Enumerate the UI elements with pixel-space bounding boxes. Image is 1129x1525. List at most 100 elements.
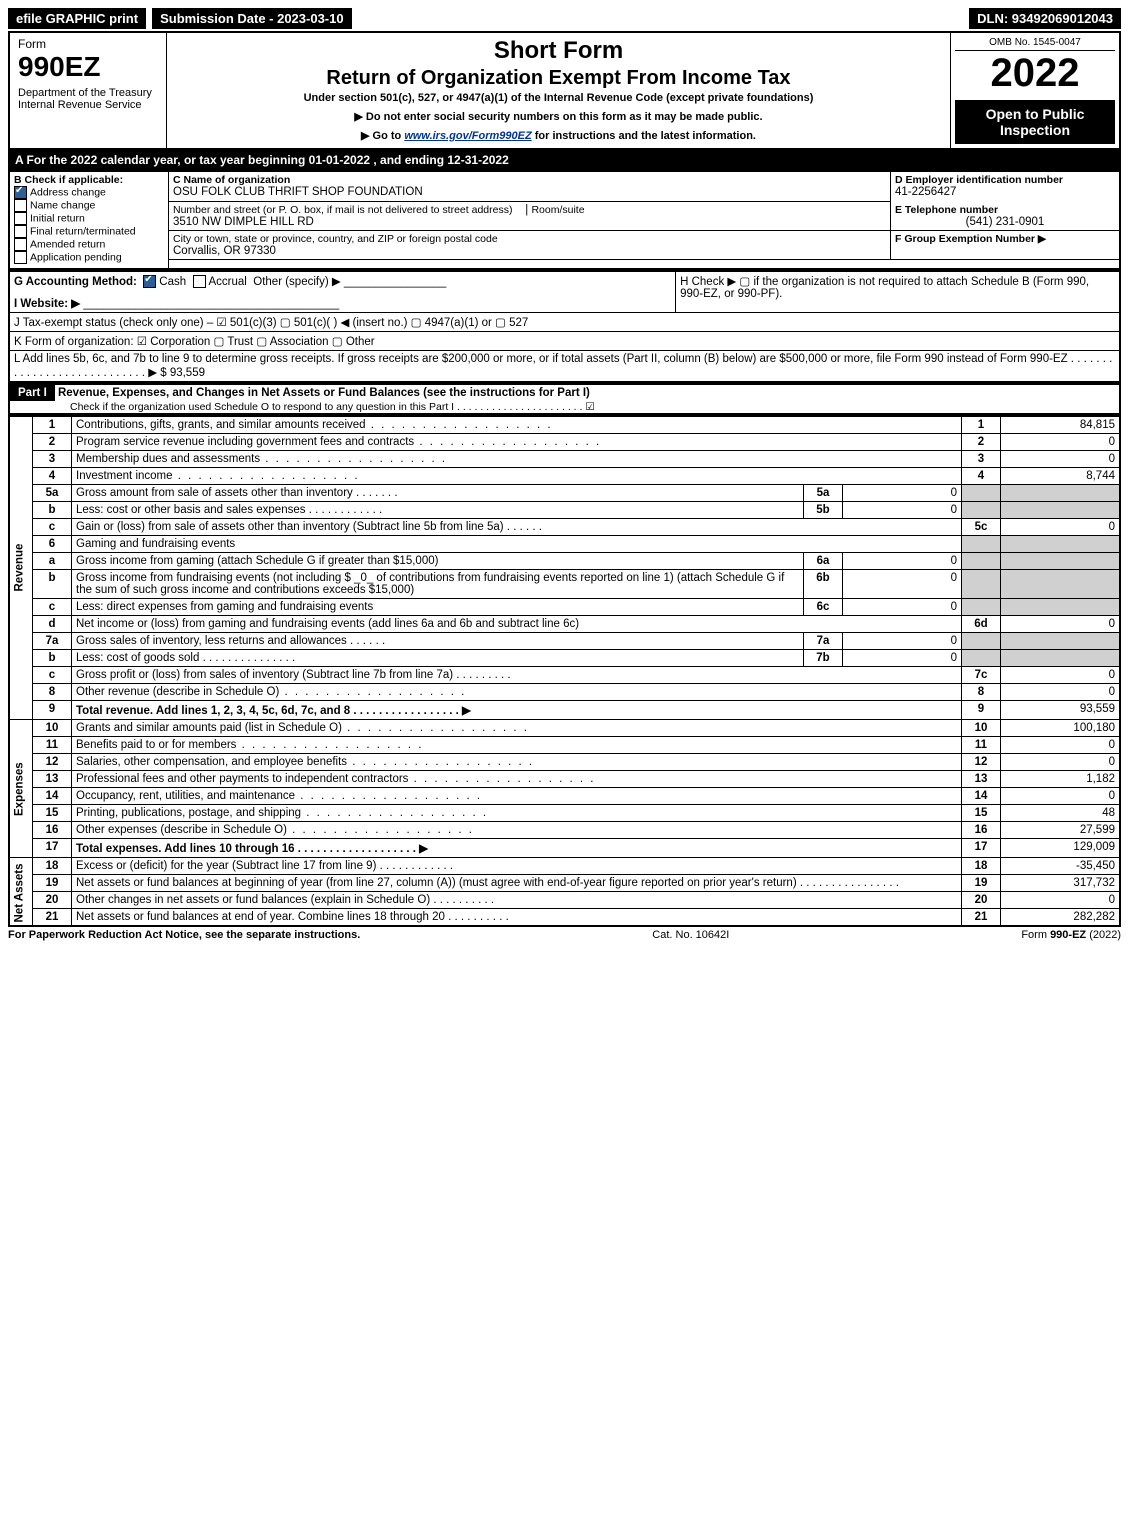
check-application-pending[interactable]: Application pending: [14, 251, 164, 264]
row-15-num: 15: [33, 805, 72, 822]
row-8-num: 8: [33, 684, 72, 701]
row-7a-shade2: [1001, 633, 1121, 650]
row-2-num: 2: [33, 434, 72, 451]
row-19-text: Net assets or fund balances at beginning…: [76, 877, 797, 889]
row-5c-amt: 0: [1001, 519, 1121, 536]
row-7b-text: Less: cost of goods sold: [76, 652, 199, 664]
check-cash[interactable]: [143, 275, 156, 288]
row-6-text: Gaming and fundraising events: [72, 536, 962, 553]
row-14-rn: 14: [962, 788, 1001, 805]
row-8-text: Other revenue (describe in Schedule O): [76, 686, 279, 698]
row-16-text: Other expenses (describe in Schedule O): [76, 824, 287, 836]
row-16-num: 16: [33, 822, 72, 839]
row-6c-num: c: [33, 599, 72, 616]
line-j-text: J Tax-exempt status (check only one) ‒ ☑…: [9, 313, 1120, 332]
row-6a-shade2: [1001, 553, 1121, 570]
row-21-num: 21: [33, 909, 72, 927]
row-6a-shade: [962, 553, 1001, 570]
row-7c-text: Gross profit or (loss) from sales of inv…: [76, 669, 453, 681]
check-accrual[interactable]: [193, 275, 206, 288]
row-6b-text: Gross income from fundraising events (no…: [72, 570, 804, 599]
row-6c-shade2: [1001, 599, 1121, 616]
row-7b-shade2: [1001, 650, 1121, 667]
row-1-num: 1: [33, 416, 72, 434]
submission-date: Submission Date - 2023-03-10: [152, 8, 352, 29]
row-5c-text: Gain or (loss) from sale of assets other…: [76, 521, 504, 533]
efile-graphic-print[interactable]: efile GRAPHIC print: [8, 8, 146, 29]
check-initial-return[interactable]: Initial return: [14, 212, 164, 225]
row-7a-mid: 7a: [804, 633, 843, 650]
check-final-return[interactable]: Final return/terminated: [14, 225, 164, 238]
row-11-amt: 0: [1001, 737, 1121, 754]
row-14-text: Occupancy, rent, utilities, and maintena…: [76, 790, 295, 802]
footer-formref: Form 990-EZ (2022): [1021, 929, 1121, 941]
row-8-amt: 0: [1001, 684, 1121, 701]
omb-number: OMB No. 1545-0047: [955, 37, 1115, 51]
row-18-num: 18: [33, 858, 72, 875]
notice-goto: ▶ Go to www.irs.gov/Form990EZ for instru…: [175, 129, 942, 142]
row-7a-midamt: 0: [843, 633, 962, 650]
row-12-rn: 12: [962, 754, 1001, 771]
row-6a-mid: 6a: [804, 553, 843, 570]
city-label: City or town, state or province, country…: [173, 233, 886, 245]
row-6b-shade: [962, 570, 1001, 599]
netassets-side-label: Net Assets: [9, 858, 33, 927]
row-12-text: Salaries, other compensation, and employ…: [76, 756, 347, 768]
part-i-title: Revenue, Expenses, and Changes in Net As…: [58, 387, 590, 399]
subtitle-section: Under section 501(c), 527, or 4947(a)(1)…: [175, 92, 942, 104]
row-5a-midamt: 0: [843, 485, 962, 502]
line-h-text: H Check ▶ ▢ if the organization is not r…: [676, 271, 1120, 313]
row-9-rn: 9: [962, 701, 1001, 720]
row-6c-shade: [962, 599, 1001, 616]
row-3-rn: 3: [962, 451, 1001, 468]
row-5a-shade: [962, 485, 1001, 502]
row-17-text: Total expenses. Add lines 10 through 16 …: [72, 839, 962, 858]
row-4-num: 4: [33, 468, 72, 485]
row-20-rn: 20: [962, 892, 1001, 909]
row-19-num: 19: [33, 875, 72, 892]
identity-block: B Check if applicable: Address change Na…: [8, 170, 1121, 270]
part-i-tag: Part I: [10, 385, 55, 401]
row-5a-text: Gross amount from sale of assets other t…: [76, 487, 353, 499]
row-13-rn: 13: [962, 771, 1001, 788]
check-amended-return[interactable]: Amended return: [14, 238, 164, 251]
row-5b-shade: [962, 502, 1001, 519]
row-7a-text: Gross sales of inventory, less returns a…: [76, 635, 347, 647]
row-9-text: Total revenue. Add lines 1, 2, 3, 4, 5c,…: [72, 701, 962, 720]
row-5b-num: b: [33, 502, 72, 519]
check-name-change[interactable]: Name change: [14, 199, 164, 212]
form-label: Form: [18, 37, 158, 51]
row-12-amt: 0: [1001, 754, 1121, 771]
form-number: 990EZ: [18, 51, 158, 83]
row-21-amt: 282,282: [1001, 909, 1121, 927]
row-1-amt: 84,815: [1001, 416, 1121, 434]
department-label: Department of the Treasury Internal Reve…: [18, 87, 158, 111]
row-10-text: Grants and similar amounts paid (list in…: [76, 722, 342, 734]
check-address-change[interactable]: Address change: [14, 186, 164, 199]
row-9-amt: 93,559: [1001, 701, 1121, 720]
row-5a-num: 5a: [33, 485, 72, 502]
row-6b-num: b: [33, 570, 72, 599]
open-to-public: Open to Public Inspection: [955, 100, 1115, 144]
row-7b-mid: 7b: [804, 650, 843, 667]
ein-value: 41-2256427: [895, 186, 1115, 198]
row-5c-rn: 5c: [962, 519, 1001, 536]
row-11-num: 11: [33, 737, 72, 754]
row-3-text: Membership dues and assessments: [76, 453, 260, 465]
title-short-form: Short Form: [175, 37, 942, 65]
row-6c-mid: 6c: [804, 599, 843, 616]
line-g-label: G Accounting Method:: [14, 276, 137, 288]
row-5b-shade2: [1001, 502, 1121, 519]
row-6b-mid: 6b: [804, 570, 843, 599]
row-6a-num: a: [33, 553, 72, 570]
row-7b-shade: [962, 650, 1001, 667]
irs-link[interactable]: www.irs.gov/Form990EZ: [404, 130, 531, 142]
row-6a-midamt: 0: [843, 553, 962, 570]
row-7a-shade: [962, 633, 1001, 650]
part-i-header: Part I Revenue, Expenses, and Changes in…: [8, 383, 1121, 415]
row-8-rn: 8: [962, 684, 1001, 701]
row-4-amt: 8,744: [1001, 468, 1121, 485]
goto-suffix: for instructions and the latest informat…: [535, 130, 756, 142]
room-label: Room/suite: [531, 204, 584, 216]
row-6d-num: d: [33, 616, 72, 633]
